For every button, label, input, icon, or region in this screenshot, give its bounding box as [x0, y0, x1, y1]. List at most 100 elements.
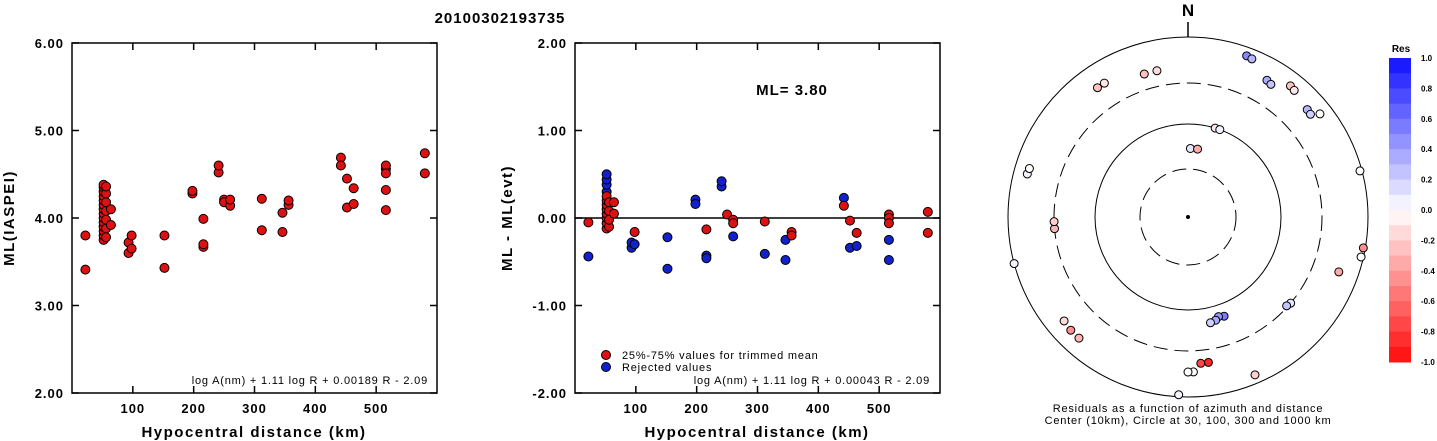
data-point-accepted: [728, 218, 739, 229]
colorbar-tick-label: -0.2: [1421, 236, 1435, 245]
y-tick-label: -1.00: [532, 299, 567, 314]
data-point-accepted: [838, 200, 849, 211]
colorbar-band: [1389, 88, 1411, 105]
left-scatter-points: [80, 148, 430, 275]
data-point-accepted: [80, 230, 91, 241]
station-point: [1139, 69, 1149, 79]
station-point: [1282, 301, 1292, 311]
polar-station-points: [1009, 51, 1368, 400]
y-tick-label: -2.00: [532, 386, 567, 401]
data-point-accepted: [105, 204, 116, 215]
data-point-rejected: [601, 169, 612, 180]
legend-marker-rejected: [601, 362, 611, 372]
y-tick-label: 2.00: [538, 36, 567, 51]
data-point-rejected: [662, 263, 673, 274]
y-tick-label: 2.00: [35, 386, 64, 401]
x-tick-label: 400: [303, 401, 328, 416]
figure-title: 20100302193735: [435, 10, 566, 27]
colorbar-bands: [1389, 58, 1411, 363]
data-point-rejected: [690, 199, 701, 209]
station-point: [1305, 109, 1315, 119]
colorbar-band: [1389, 316, 1411, 333]
colorbar-tick-label: 0.4: [1421, 145, 1433, 154]
data-point-rejected: [780, 255, 791, 265]
station-point: [1024, 164, 1034, 174]
x-tick-label: 200: [684, 401, 709, 416]
station-point: [1205, 318, 1215, 328]
data-point-accepted: [608, 197, 619, 208]
left-y-axis-label: ML(IASPEI): [1, 170, 18, 266]
colorbar-ticks: 1.0 0.8 0.6 0.4 0.2 0.0 -0.2 -0.4 -0.6 -0.8 -1.0: [1421, 54, 1435, 367]
data-point-rejected: [759, 248, 770, 259]
station-point: [1247, 54, 1257, 64]
station-point: [1315, 109, 1325, 119]
legend-label-accepted: 25%-75% values for trimmed mean: [622, 350, 819, 362]
data-point-accepted: [844, 215, 855, 226]
colorbar-band: [1389, 73, 1411, 89]
data-point-accepted: [629, 227, 640, 237]
colorbar-tick-label: 0.6: [1421, 115, 1433, 124]
x-tick-label: 500: [364, 401, 389, 416]
station-point: [1358, 243, 1368, 253]
polar-caption-line2: Center (10km), Circle at 30, 100, 300 an…: [1045, 415, 1332, 427]
station-point: [1009, 259, 1019, 269]
data-point-accepted: [883, 218, 894, 229]
data-point-rejected: [701, 253, 712, 264]
station-point: [1099, 78, 1109, 88]
x-tick-label: 100: [120, 401, 145, 416]
x-tick-label: 300: [745, 401, 770, 416]
y-tick-label: 3.00: [35, 299, 64, 314]
x-tick-label: 100: [623, 401, 648, 416]
polar-caption-line1: Residuals as a function of azimuth and d…: [1053, 403, 1324, 415]
data-point-accepted: [277, 227, 288, 237]
station-point: [1152, 66, 1162, 76]
data-point-accepted: [187, 185, 198, 196]
data-point-rejected: [662, 232, 673, 243]
colorbar-band: [1389, 194, 1411, 211]
colorbar: Res 1.0 0.8 0.6 0.4 0.2 0.0 -0.2 -0.4 -0.6 -0.8 -1…: [1389, 44, 1435, 367]
legend-label-rejected: Rejected values: [622, 362, 712, 374]
x-tick-label: 500: [867, 401, 892, 416]
colorbar-tick-label: -0.6: [1421, 297, 1435, 306]
data-point-accepted: [225, 194, 236, 205]
middle-x-axis-label: Hypocentral distance (km): [644, 424, 869, 441]
data-point-rejected: [883, 234, 894, 245]
data-point-accepted: [380, 168, 391, 179]
data-point-accepted: [159, 262, 170, 273]
data-point-accepted: [126, 230, 137, 241]
colorbar-band: [1389, 149, 1411, 165]
left-x-axis-label: Hypocentral distance (km): [141, 424, 366, 441]
x-tick-label: 300: [242, 401, 267, 416]
data-point-accepted: [419, 168, 430, 179]
data-point-accepted: [851, 227, 862, 238]
plot-frame-left: [71, 42, 438, 394]
colorbar-band: [1389, 286, 1411, 302]
ml-label: ML= 3.80: [756, 82, 828, 99]
middle-axis-ticks: 100 200 300 400 500 -2.00 -1.00 0.00 1.00 2.00: [532, 36, 940, 416]
colorbar-band: [1389, 255, 1411, 272]
colorbar-tick-label: 0.8: [1421, 84, 1433, 93]
colorbar-tick-label: -1.0: [1421, 358, 1435, 367]
colorbar-band: [1389, 331, 1411, 348]
data-point-rejected: [583, 251, 594, 262]
data-point-accepted: [701, 224, 712, 235]
colorbar-band: [1389, 346, 1411, 363]
colorbar-tick-label: 1.0: [1421, 54, 1433, 63]
colorbar-band: [1389, 164, 1411, 181]
station-point: [1092, 83, 1102, 93]
station-point: [1334, 267, 1344, 277]
y-tick-label: 0.00: [538, 211, 567, 226]
y-tick-label: 5.00: [35, 124, 64, 139]
colorbar-tick-label: -0.4: [1421, 267, 1435, 276]
data-point-accepted: [126, 243, 137, 254]
data-point-accepted: [198, 213, 209, 224]
data-point-accepted: [256, 193, 267, 204]
data-point-accepted: [419, 148, 430, 159]
colorbar-tick-label: 0.0: [1421, 206, 1433, 215]
colorbar-tick-label: -0.8: [1421, 328, 1435, 337]
data-point-rejected: [728, 231, 739, 242]
data-point-accepted: [213, 160, 224, 171]
station-point: [1356, 252, 1366, 262]
data-point-accepted: [80, 264, 91, 275]
